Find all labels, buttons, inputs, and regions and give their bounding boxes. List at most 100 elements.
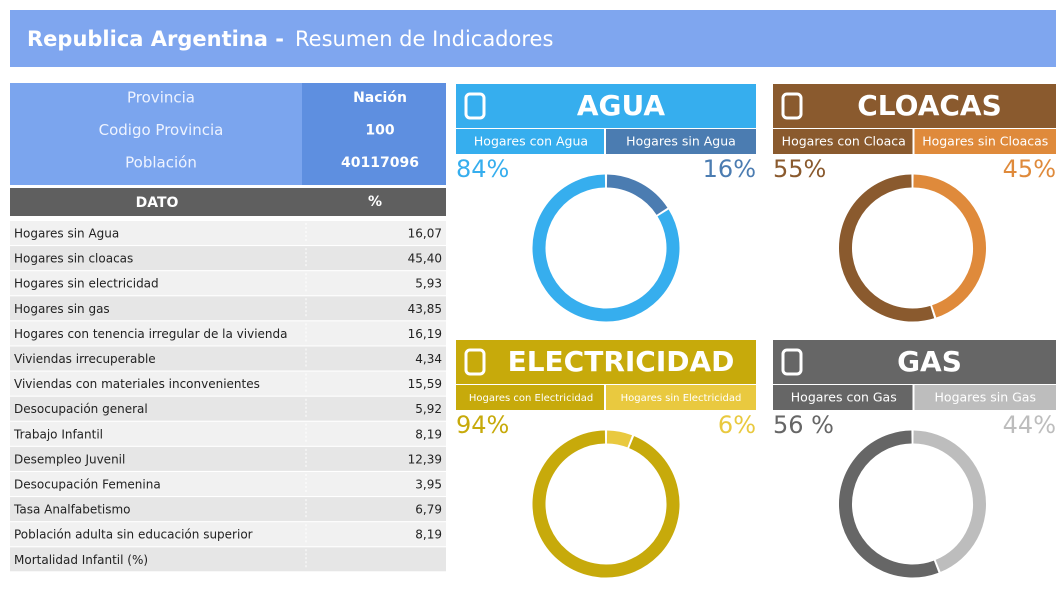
row-label: Desocupación general — [14, 402, 148, 416]
legend-box — [914, 385, 1056, 410]
panel-title: CLOACAS — [857, 89, 1002, 122]
value-label: 45% — [1003, 155, 1056, 183]
row-label: Población adulta sin educación superior — [14, 528, 253, 542]
panel-title: ELECTRICIDAD — [508, 345, 735, 378]
panel-icon — [464, 348, 486, 376]
row-value: 12,39 — [408, 452, 442, 466]
legend-label: Hogares con Cloaca — [782, 134, 906, 149]
value-label: 55% — [773, 155, 826, 183]
legend-label: Hogares con Agua — [474, 134, 588, 149]
table-header — [10, 188, 446, 216]
column-header: DATO — [136, 195, 179, 211]
legend-label: Hogares sin Gas — [935, 390, 1036, 405]
row-label: Viviendas irrecuperable — [14, 352, 156, 366]
row-value: 45,40 — [408, 252, 442, 266]
donut-segment — [913, 430, 986, 572]
donut-segment — [532, 430, 680, 578]
legend-box — [456, 385, 604, 410]
table-row — [10, 421, 446, 446]
info-value: 100 — [365, 123, 394, 139]
row-label: Desocupación Femenina — [14, 478, 161, 492]
value-label: 84% — [456, 155, 509, 183]
row-label: Hogares sin cloacas — [14, 252, 133, 266]
row-label: Desempleo Juvenil — [14, 452, 125, 466]
table-row — [10, 446, 446, 471]
info-label: Población — [125, 154, 197, 172]
table-row — [10, 547, 446, 572]
donut-segment — [913, 174, 986, 318]
legend-box — [773, 129, 913, 154]
table-row — [10, 246, 446, 271]
donut-segment — [606, 430, 633, 448]
info-label: Codigo Provincia — [99, 121, 224, 139]
legend-label: Hogares sin Agua — [626, 134, 736, 149]
value-label: 56 % — [773, 411, 834, 439]
column-header: % — [368, 194, 382, 210]
panel-title-bar — [773, 84, 1056, 128]
row-label: Trabajo Infantil — [13, 427, 103, 441]
donut-segment — [839, 430, 939, 578]
panel-title-bar — [773, 340, 1056, 384]
value-label: 6% — [718, 411, 756, 439]
info-value: 40117096 — [341, 155, 419, 171]
donut-segment — [532, 174, 680, 322]
row-label: Tasa Analfabetismo — [13, 503, 131, 517]
value-label: 16% — [703, 155, 756, 183]
row-value: 8,19 — [415, 427, 442, 441]
row-label: Hogares sin Agua — [14, 227, 119, 241]
table-row — [10, 522, 446, 547]
donut-segment — [606, 174, 668, 216]
header-title: Resumen de Indicadores — [295, 27, 553, 51]
row-value: 5,93 — [415, 277, 442, 291]
info-label-panel — [10, 83, 302, 185]
row-value: 5,92 — [415, 402, 442, 416]
table-row — [10, 296, 446, 321]
table-row — [10, 346, 446, 371]
legend-label: Hogares con Gas — [791, 390, 897, 405]
header-title-bold: Republica Argentina - — [27, 27, 284, 51]
row-value: 3,95 — [415, 478, 442, 492]
row-value: 8,19 — [415, 528, 442, 542]
legend-label: Hogares sin Cloacas — [922, 134, 1048, 149]
info-value: Nación — [353, 90, 407, 106]
table-row — [10, 321, 446, 346]
info-label: Provincia — [127, 89, 195, 107]
header-bar — [10, 10, 1056, 67]
table-row — [10, 497, 446, 522]
legend-box — [773, 385, 913, 410]
panel-icon — [781, 348, 803, 376]
row-value: 6,79 — [415, 503, 442, 517]
legend-label: Hogares con Electricidad — [469, 393, 593, 404]
row-value: 15,59 — [408, 377, 442, 391]
table-row — [10, 371, 446, 396]
legend-box — [606, 129, 756, 154]
legend-box — [914, 129, 1056, 154]
legend-box — [606, 385, 756, 410]
panel-title: GAS — [897, 345, 962, 378]
donut-segment — [839, 174, 935, 322]
row-label: Hogares con tenencia irregular de la viv… — [14, 327, 288, 341]
row-value: 16,07 — [408, 227, 442, 241]
value-label: 94% — [456, 411, 509, 439]
value-label: 44% — [1003, 411, 1056, 439]
row-label: Hogares sin gas — [14, 302, 110, 316]
legend-box — [456, 129, 604, 154]
panel-icon — [464, 92, 486, 120]
legend-label: Hogares sin Electricidad — [621, 393, 742, 404]
row-label: Viviendas con materiales inconvenientes — [14, 377, 260, 391]
table-row — [10, 221, 446, 245]
row-label: Mortalidad Infantil (%) — [14, 553, 148, 567]
panel-icon — [781, 92, 803, 120]
info-value-panel — [302, 83, 446, 185]
table-row — [10, 271, 446, 296]
panel-title-bar — [456, 340, 756, 384]
table-row — [10, 472, 446, 496]
panel-title: AGUA — [577, 89, 666, 122]
row-value: 4,34 — [415, 352, 442, 366]
row-label: Hogares sin electricidad — [14, 277, 159, 291]
row-value: 16,19 — [408, 327, 442, 341]
panel-title-bar — [456, 84, 756, 128]
row-value: 43,85 — [408, 302, 442, 316]
table-row — [10, 396, 446, 421]
